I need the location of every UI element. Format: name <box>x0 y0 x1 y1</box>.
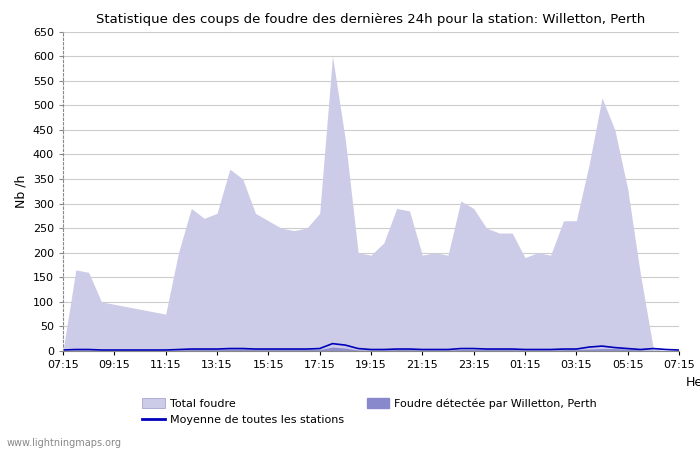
Legend: Total foudre, Moyenne de toutes les stations, Foudre détectée par Willetton, Per: Total foudre, Moyenne de toutes les stat… <box>143 398 597 425</box>
Title: Statistique des coups de foudre des dernières 24h pour la station: Willetton, Pe: Statistique des coups de foudre des dern… <box>97 13 645 26</box>
Text: Heure: Heure <box>686 376 700 389</box>
Text: www.lightningmaps.org: www.lightningmaps.org <box>7 438 122 448</box>
Y-axis label: Nb /h: Nb /h <box>14 175 27 208</box>
